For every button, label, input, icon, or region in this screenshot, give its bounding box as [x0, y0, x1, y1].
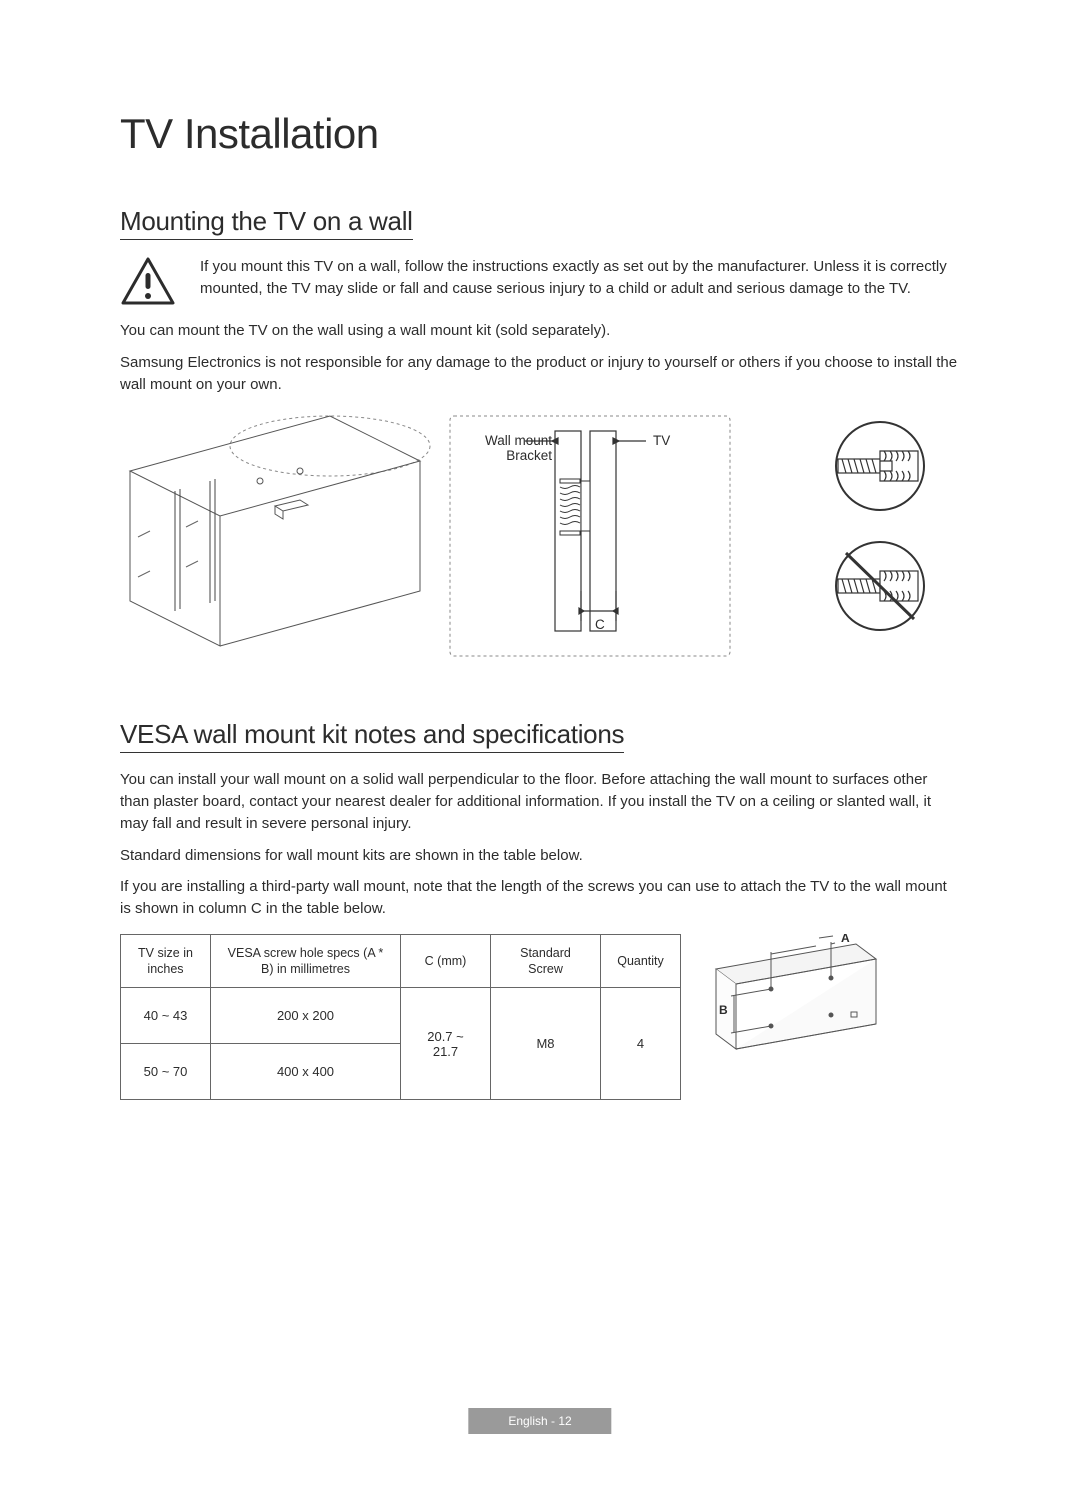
page-title: TV Installation	[120, 110, 960, 158]
page-footer: English - 12	[468, 1408, 611, 1434]
th-screw: Standard Screw	[491, 934, 601, 988]
table-header-row: TV size in inches VESA screw hole specs …	[121, 934, 681, 988]
section-heading-vesa: VESA wall mount kit notes and specificat…	[120, 719, 624, 753]
cell-vesa: 200 x 200	[211, 988, 401, 1044]
paragraph: You can mount the TV on the wall using a…	[120, 320, 960, 342]
vesa-table: TV size in inches VESA screw hole specs …	[120, 934, 681, 1101]
cell-qty: 4	[601, 988, 681, 1100]
cell-size: 50 ~ 70	[121, 1044, 211, 1100]
cell-c: 20.7 ~ 21.7	[401, 988, 491, 1100]
th-qty: Quantity	[601, 934, 681, 988]
section-heading-mounting: Mounting the TV on a wall	[120, 206, 413, 240]
warning-text: If you mount this TV on a wall, follow t…	[200, 256, 960, 300]
tv-back-diagram: A B	[701, 934, 891, 1064]
mounting-diagram: Wall mountBracket TV C	[120, 411, 960, 671]
label-wallmount: Wall mountBracket	[482, 433, 552, 463]
paragraph: If you are installing a third-party wall…	[120, 876, 960, 920]
th-c: C (mm)	[401, 934, 491, 988]
paragraph: Samsung Electronics is not responsible f…	[120, 352, 960, 396]
paragraph: You can install your wall mount on a sol…	[120, 769, 960, 834]
label-a: A	[841, 934, 850, 945]
warning-icon	[120, 256, 176, 306]
paragraph: Standard dimensions for wall mount kits …	[120, 845, 960, 867]
label-b: B	[719, 1003, 728, 1017]
table-row: 40 ~ 43 200 x 200 20.7 ~ 21.7 M8 4	[121, 988, 681, 1044]
label-tv: TV	[653, 433, 670, 448]
th-size: TV size in inches	[121, 934, 211, 988]
th-vesa: VESA screw hole specs (A * B) in millime…	[211, 934, 401, 988]
warning-block: If you mount this TV on a wall, follow t…	[120, 256, 960, 306]
cell-vesa: 400 x 400	[211, 1044, 401, 1100]
cell-size: 40 ~ 43	[121, 988, 211, 1044]
label-c: C	[595, 617, 605, 632]
cell-screw: M8	[491, 988, 601, 1100]
